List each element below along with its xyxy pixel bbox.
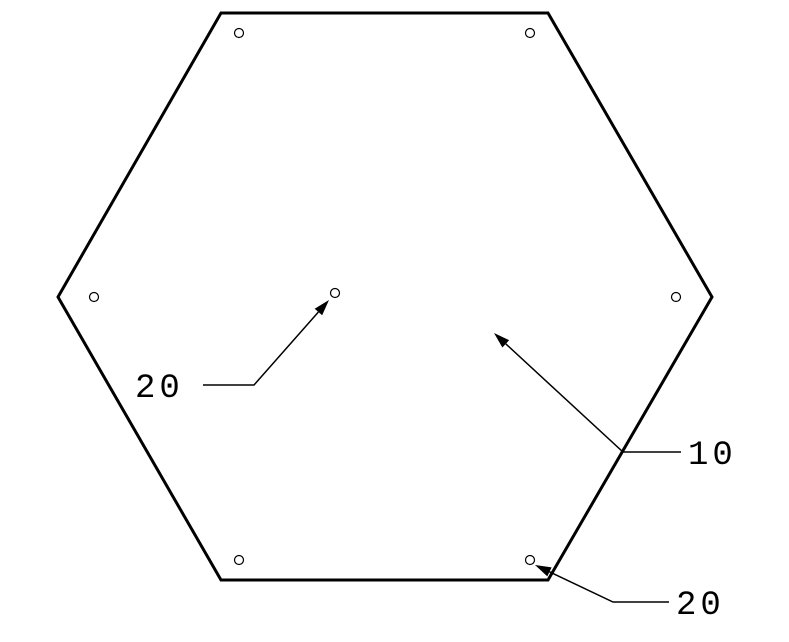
reference-label: 10: [688, 437, 737, 475]
reference-label: 20: [676, 587, 725, 625]
mounting-hole: [526, 556, 535, 565]
leader-line: [549, 572, 669, 602]
leader-20-center: [203, 300, 329, 385]
mounting-hole: [672, 293, 681, 302]
mounting-hole: [90, 293, 99, 302]
mounting-hole: [526, 29, 535, 38]
mounting-hole: [235, 29, 244, 38]
mounting-hole: [331, 289, 340, 298]
hexagon-body: [58, 13, 712, 580]
diagram-canvas: [0, 0, 789, 642]
mounting-hole: [235, 556, 244, 565]
leader-line: [203, 312, 318, 385]
arrowhead-icon: [535, 565, 552, 576]
leader-10: [494, 333, 681, 452]
reference-label: 20: [135, 370, 184, 408]
